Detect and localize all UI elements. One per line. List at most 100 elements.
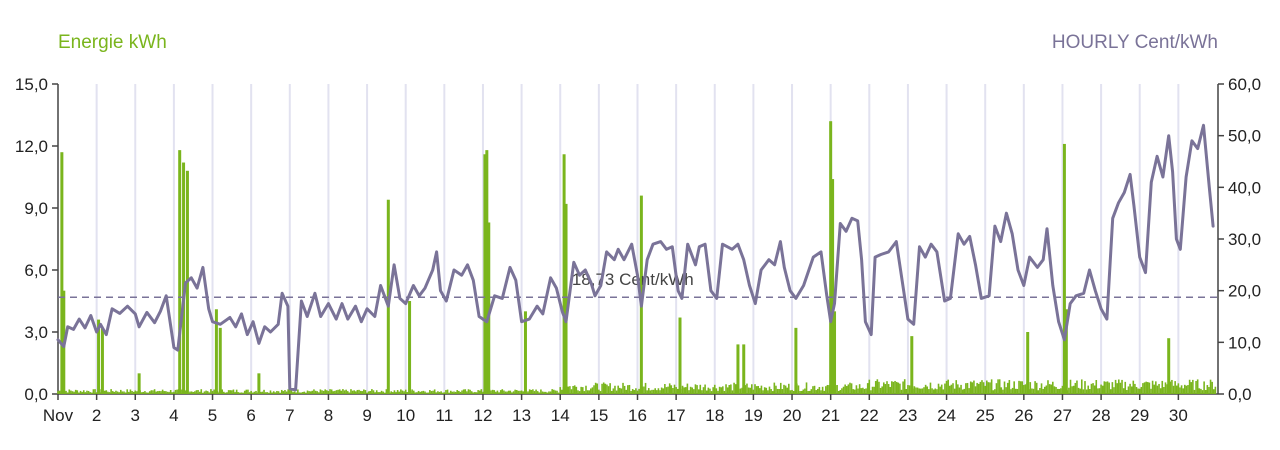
energy-bar — [317, 392, 320, 394]
energy-bar — [1195, 380, 1197, 394]
energy-bar — [354, 391, 357, 394]
energy-bar — [800, 390, 803, 394]
energy-bar — [314, 390, 317, 394]
energy-bar — [1008, 380, 1011, 394]
energy-bar — [1024, 384, 1027, 394]
energy-bar — [1208, 387, 1210, 394]
energy-spike — [831, 179, 835, 394]
energy-bar — [686, 383, 689, 394]
energy-bar — [813, 385, 816, 394]
energy-bar — [150, 390, 153, 394]
energy-bar — [1003, 381, 1006, 394]
energy-bar — [1172, 385, 1175, 394]
energy-bar — [221, 389, 223, 394]
energy-bar — [316, 391, 318, 394]
energy-bar — [965, 383, 967, 394]
energy-bar — [886, 381, 888, 394]
energy-bar — [469, 389, 471, 394]
x-tick-label: 11 — [436, 406, 454, 425]
energy-bar — [583, 391, 586, 394]
energy-bar — [986, 380, 988, 394]
energy-bar — [913, 386, 916, 394]
energy-spike — [1062, 143, 1066, 394]
energy-bar — [1164, 382, 1167, 394]
energy-bar — [279, 392, 281, 394]
energy-bar — [948, 385, 951, 394]
energy-bar — [206, 391, 209, 394]
energy-bar — [250, 390, 252, 394]
energy-bar — [338, 389, 341, 394]
energy-bar — [865, 388, 867, 394]
energy-bar — [924, 384, 927, 394]
energy-bar — [348, 392, 351, 394]
energy-bar — [140, 392, 143, 394]
energy-bar — [1080, 379, 1083, 394]
energy-bar — [1127, 386, 1130, 394]
energy-bar — [894, 380, 896, 394]
energy-bar — [358, 389, 360, 394]
energy-bar — [1105, 381, 1107, 394]
energy-bar — [585, 385, 587, 394]
energy-bar — [272, 391, 275, 394]
energy-bar — [475, 392, 478, 394]
energy-bar — [1047, 380, 1049, 394]
energy-bar — [899, 383, 901, 394]
energy-bar — [503, 390, 505, 394]
energy-bar — [211, 391, 214, 394]
energy-bar — [145, 392, 148, 394]
energy-bar — [448, 392, 450, 394]
energy-bar — [251, 392, 254, 394]
energy-bar — [1037, 390, 1040, 394]
energy-bar — [1150, 388, 1152, 394]
energy-bar — [968, 388, 970, 394]
energy-bar — [957, 384, 959, 394]
energy-bar — [1159, 388, 1162, 394]
energy-bar — [862, 387, 864, 394]
energy-bar — [285, 391, 288, 394]
energy-bar — [478, 390, 481, 394]
energy-bar — [966, 382, 969, 394]
energy-bar — [760, 385, 763, 394]
energy-bar — [203, 391, 206, 394]
energy-bar — [92, 389, 95, 394]
energy-bar — [1163, 387, 1165, 394]
energy-bar — [1142, 383, 1144, 394]
energy-bar — [78, 392, 80, 394]
energy-bar — [346, 391, 349, 394]
energy-bar — [1175, 385, 1178, 394]
energy-bar — [454, 391, 457, 394]
x-tick-label: 23 — [898, 406, 917, 425]
energy-bar — [231, 390, 233, 394]
energy-bar — [419, 391, 421, 394]
energy-bar — [1179, 387, 1181, 394]
energy-bar — [311, 390, 314, 394]
energy-bar — [392, 392, 394, 394]
energy-bar — [847, 384, 850, 394]
energy-bar — [435, 392, 438, 394]
x-tick-label: 15 — [589, 406, 608, 425]
energy-bar — [1206, 385, 1209, 394]
energy-bar — [293, 391, 296, 394]
energy-bar — [223, 391, 225, 394]
energy-bar — [235, 389, 238, 394]
energy-bar — [274, 392, 277, 394]
energy-bar — [860, 388, 863, 394]
energy-bar — [350, 389, 352, 394]
energy-bar — [321, 390, 323, 394]
energy-bar — [675, 387, 677, 394]
energy-bar — [577, 390, 579, 394]
energy-bar — [511, 392, 513, 394]
energy-bar — [792, 390, 795, 394]
energy-bar — [1201, 390, 1204, 394]
energy-bar — [636, 390, 639, 394]
energy-bar — [1192, 379, 1194, 394]
energy-bar — [261, 391, 264, 394]
energy-bar — [330, 389, 333, 394]
x-tick-label: 24 — [937, 406, 956, 425]
energy-bar — [646, 390, 648, 394]
energy-bar — [190, 391, 193, 394]
energy-bar — [802, 389, 805, 394]
energy-bar — [171, 392, 174, 394]
energy-bar — [544, 391, 547, 394]
energy-bar — [601, 383, 603, 394]
